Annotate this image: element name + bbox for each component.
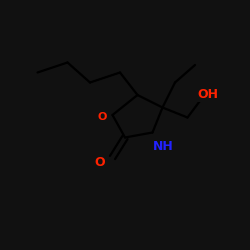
- Text: O: O: [95, 156, 105, 169]
- Text: NH: NH: [154, 140, 174, 153]
- Text: OH: OH: [197, 88, 218, 102]
- Text: O: O: [98, 112, 107, 122]
